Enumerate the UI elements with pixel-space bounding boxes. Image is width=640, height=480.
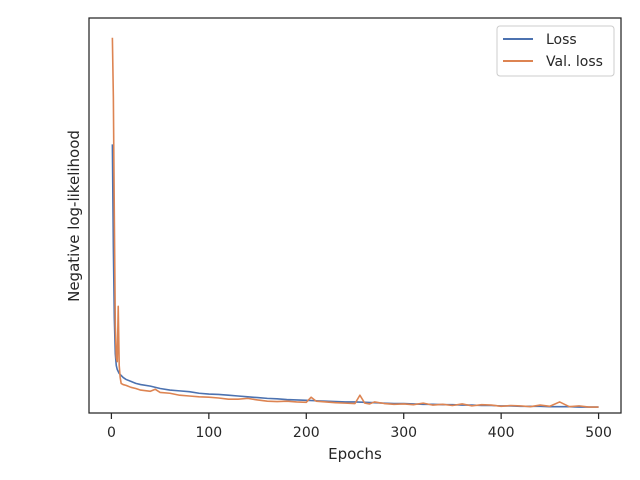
series-layer (111, 37, 599, 408)
x-axis-ticks: 0 100 200 300 400 500 (107, 413, 612, 441)
x-tick-label: 0 (107, 425, 116, 441)
plot-frame (88, 17, 622, 414)
legend: Loss Val. loss (496, 25, 615, 77)
x-axis-label: Epochs (328, 445, 382, 463)
x-tick-label: 500 (585, 425, 612, 441)
x-tick-label: 100 (195, 425, 222, 441)
series-line-val-loss (111, 37, 599, 408)
x-tick-label: 300 (390, 425, 417, 441)
y-axis-label: Negative log-likelihood (65, 130, 83, 302)
x-tick-label: 400 (488, 425, 515, 441)
legend-label-val-loss: Val. loss (546, 54, 603, 70)
plot-area (89, 18, 621, 413)
legend-label-loss: Loss (546, 32, 577, 48)
x-tick-label: 200 (293, 425, 320, 441)
